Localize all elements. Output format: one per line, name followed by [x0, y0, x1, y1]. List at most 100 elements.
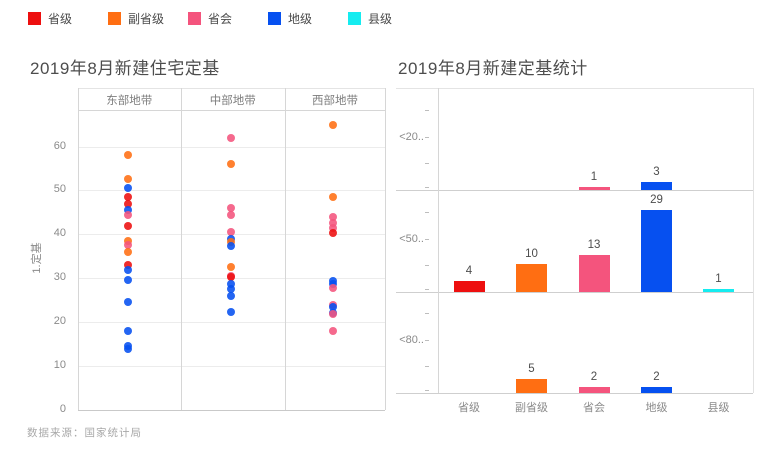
bar-chart-title: 2019年8月新建定基统计	[398, 59, 588, 78]
bar-value-label: 1	[715, 273, 722, 286]
facet-label-东部地带: 东部地带	[106, 95, 153, 107]
gridline-y10	[78, 366, 385, 368]
x-category-label-县级: 县级	[707, 402, 730, 414]
row-1-minor-tick-3	[425, 289, 429, 290]
scatter-dot-副省级[interactable]	[124, 247, 132, 256]
scatter-dot-省会[interactable]	[124, 241, 132, 250]
row-0-minor-tick-2	[425, 163, 429, 164]
legend-item-省会[interactable]: 省会	[188, 10, 232, 26]
bar-value-label: 29	[650, 193, 663, 206]
row-2-minor-tick-2	[425, 366, 429, 367]
scatter-dot-地级[interactable]	[329, 302, 337, 311]
facet-border-2	[285, 88, 286, 410]
scatter-dot-地级[interactable]	[227, 242, 235, 251]
bar-县级-row1[interactable]	[703, 289, 734, 292]
scatter-dot-地级[interactable]	[227, 291, 235, 300]
legend-item-地级[interactable]: 地级	[268, 10, 312, 26]
legend-item-省级[interactable]: 省级	[28, 10, 72, 26]
bar-value-label: 2	[653, 371, 660, 384]
gridline-y20	[78, 322, 385, 324]
scatter-dot-省会[interactable]	[227, 210, 235, 219]
scatter-dot-地级[interactable]	[124, 265, 132, 274]
y-tick-label-30: 30	[53, 271, 66, 284]
scatter-dot-副省级[interactable]	[329, 193, 337, 202]
row-1-minor-tick-0	[425, 212, 429, 213]
bar-地级-row0[interactable]	[641, 181, 672, 190]
y-tick-label-50: 50	[53, 183, 66, 196]
y-tick-label-60: 60	[53, 139, 66, 152]
scatter-dot-省会[interactable]	[329, 212, 337, 221]
bar-地级-row2[interactable]	[641, 387, 672, 393]
y-tick-label-10: 10	[53, 359, 66, 372]
bar-省级-row1[interactable]	[453, 280, 485, 292]
band-line-3	[396, 393, 753, 394]
scatter-dot-地级[interactable]	[227, 307, 235, 316]
scatter-dot-地级[interactable]	[124, 326, 132, 335]
facet-header-divider	[78, 110, 385, 111]
bar-副省级-row1[interactable]	[516, 263, 547, 292]
row-0-minor-tick-0	[425, 110, 429, 111]
row-label-1: <50..	[399, 233, 424, 245]
bar-副省级-row2[interactable]	[516, 378, 547, 393]
bar-省会-row2[interactable]	[578, 387, 610, 393]
x-category-label-省会: 省会	[583, 402, 605, 414]
scatter-dot-副省级[interactable]	[124, 151, 132, 160]
scatter-dot-副省级[interactable]	[124, 175, 132, 184]
scatter-dot-省会[interactable]	[227, 228, 235, 237]
scatter-dot-省会[interactable]	[329, 283, 337, 292]
scatter-dot-副省级[interactable]	[227, 263, 235, 272]
scatter-dot-省级[interactable]	[329, 228, 337, 237]
band-line-0	[396, 88, 753, 89]
scatter-dot-地级[interactable]	[124, 298, 132, 307]
scatter-dot-省会[interactable]	[227, 133, 235, 142]
facet-label-中部地带: 中部地带	[209, 95, 256, 107]
scatter-dot-地级[interactable]	[124, 276, 132, 285]
legend-swatch-icon	[348, 11, 361, 25]
plot-top-border	[78, 88, 385, 89]
scatter-dot-地级[interactable]	[124, 345, 132, 354]
row-1-minor-tick-2	[425, 265, 429, 266]
scatter-dot-省会[interactable]	[124, 210, 132, 219]
row-2-minor-tick-0	[425, 313, 429, 314]
scatter-dot-省级[interactable]	[227, 273, 235, 282]
scatter-dot-地级[interactable]	[124, 206, 132, 215]
bar-省会-row0[interactable]	[578, 187, 610, 190]
bar-省会-row1[interactable]	[578, 255, 610, 292]
scatter-dot-省会[interactable]	[329, 310, 337, 319]
scatter-dot-省级[interactable]	[124, 221, 132, 230]
scatter-dot-副省级[interactable]	[227, 237, 235, 246]
scatter-dot-省会[interactable]	[329, 218, 337, 227]
gridline-y60	[78, 146, 385, 148]
legend-item-label: 县级	[368, 11, 393, 26]
row-label-2: <80..	[399, 334, 424, 346]
legend-item-县级[interactable]: 县级	[348, 10, 392, 26]
bar-value-label: 13	[587, 239, 601, 252]
data-source-note: 数据来源：国家统计局	[27, 427, 142, 439]
legend-item-label: 地级	[288, 11, 313, 26]
row-1-minor-tick-1	[425, 239, 429, 240]
legend-swatch-icon	[108, 11, 121, 25]
scatter-dot-省级[interactable]	[124, 199, 132, 208]
row-2-minor-tick-3	[425, 390, 429, 391]
scatter-dot-省会[interactable]	[329, 326, 337, 335]
scatter-dot-副省级[interactable]	[124, 236, 132, 245]
scatter-dot-副省级[interactable]	[227, 160, 235, 169]
bar-value-label: 4	[465, 264, 473, 277]
y-tick-label-0: 0	[59, 403, 66, 415]
scatter-dot-省级[interactable]	[124, 193, 132, 202]
scatter-dot-地级[interactable]	[124, 184, 132, 193]
scatter-dot-地级[interactable]	[227, 284, 235, 293]
gridline-y50	[78, 190, 385, 192]
scatter-dot-省会[interactable]	[227, 204, 235, 213]
scatter-dot-省级[interactable]	[124, 261, 132, 270]
legend-item-label: 副省级	[128, 11, 165, 26]
scatter-dot-省会[interactable]	[329, 223, 337, 232]
bar-地级-row1[interactable]	[641, 209, 672, 292]
x-axis-line	[78, 410, 385, 411]
row-0-minor-tick-1	[425, 137, 429, 138]
scatter-dot-地级[interactable]	[227, 279, 235, 288]
scatter-dot-副省级[interactable]	[329, 120, 337, 129]
legend-swatch-icon	[268, 11, 281, 25]
legend-item-副省级[interactable]: 副省级	[108, 10, 164, 26]
